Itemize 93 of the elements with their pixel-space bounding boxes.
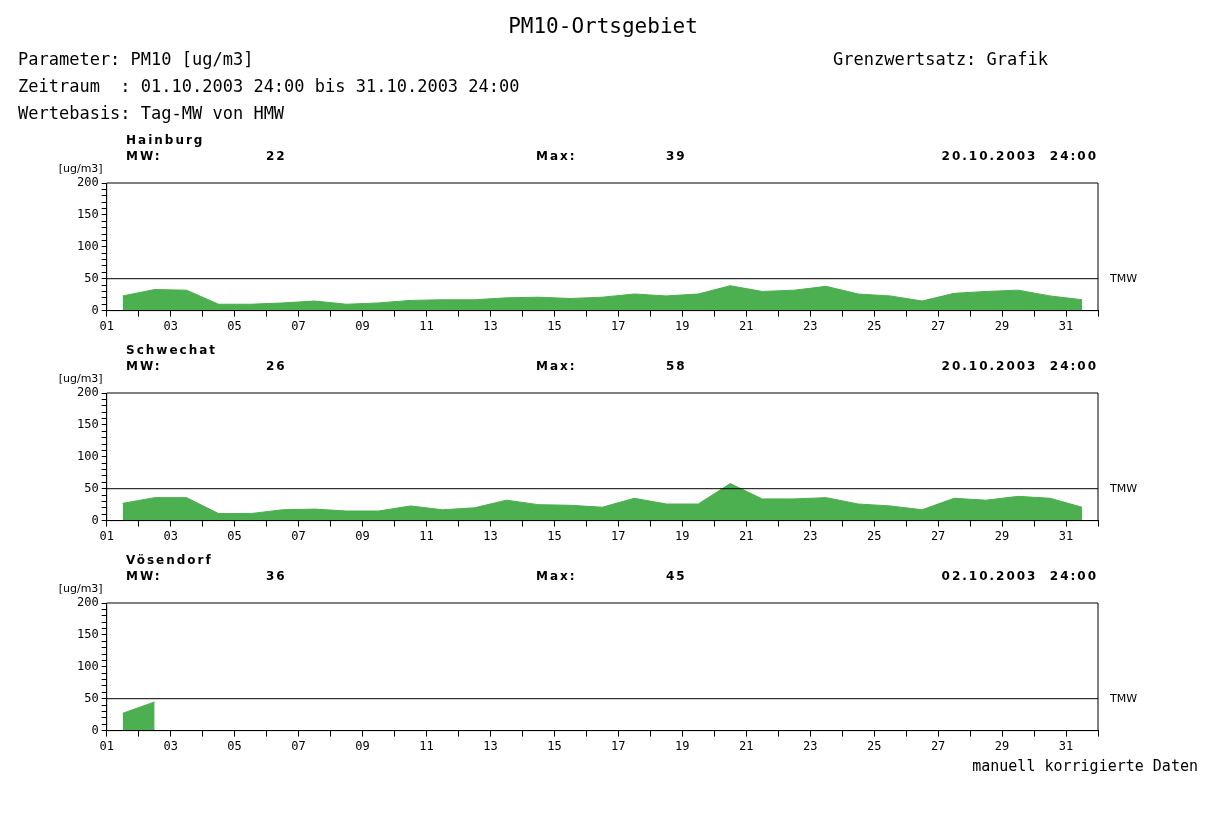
x-tick-label: 13	[483, 528, 498, 543]
x-tick-label: 27	[930, 528, 946, 543]
x-tick-label: 23	[802, 318, 818, 333]
x-tick-label: 31	[1058, 738, 1074, 753]
y-tick-label: 200	[76, 385, 99, 400]
x-tick-label: 17	[611, 738, 626, 753]
text: manuell korrigierte Daten	[971, 757, 1198, 775]
y-tick-label: 0	[91, 302, 99, 317]
x-tick-label: 03	[163, 318, 178, 333]
x-tick-label: 17	[611, 528, 626, 543]
x-tick-label: 17	[611, 318, 626, 333]
y-axis-title: [ug/m3]	[58, 582, 103, 596]
x-tick-label: 03	[163, 738, 178, 753]
y-tick-label: 150	[76, 627, 99, 642]
x-tick-label: 23	[802, 528, 818, 543]
text: 26	[266, 359, 287, 373]
text: 22	[266, 149, 287, 163]
text: Wertebasis: Tag-MW von HMW	[18, 102, 286, 125]
y-tick-label: 0	[91, 722, 99, 737]
x-tick-label: 05	[227, 738, 242, 753]
x-tick-label: 29	[994, 528, 1010, 543]
y-tick-label: 150	[76, 207, 99, 222]
chart-title: Vösendorf	[126, 553, 213, 567]
x-tick-label: 11	[419, 738, 434, 753]
text: Max:	[536, 149, 577, 163]
x-tick-label: 19	[675, 318, 690, 333]
x-tick-label: 23	[802, 738, 818, 753]
y-tick-label: 50	[84, 270, 99, 285]
x-tick-label: 11	[419, 528, 434, 543]
y-axis-title: [ug/m3]	[58, 162, 103, 176]
x-tick-label: 01	[99, 318, 114, 333]
x-tick-label: 31	[1058, 318, 1074, 333]
text: MW:	[126, 569, 162, 583]
x-tick-label: 13	[483, 738, 498, 753]
x-tick-label: 09	[355, 528, 370, 543]
text: PM10-Ortsgebiet	[507, 13, 699, 40]
x-tick-label: 07	[291, 528, 306, 543]
ref-line-label: TMW	[1109, 481, 1138, 495]
y-tick-label: 50	[84, 480, 99, 495]
chart-title: Schwechat	[126, 343, 218, 357]
text: 58	[666, 359, 687, 373]
x-tick-label: 01	[99, 738, 114, 753]
text: Zeitraum : 01.10.2003 24:00 bis 31.10.2003 24:00	[18, 75, 520, 98]
text: MW:	[126, 359, 162, 373]
text: 20.10.2003 24:00	[941, 149, 1098, 163]
y-tick-label: 0	[91, 512, 99, 527]
x-tick-label: 15	[547, 318, 562, 333]
y-axis-title: [ug/m3]	[58, 372, 103, 386]
x-tick-label: 11	[419, 318, 434, 333]
x-tick-label: 25	[866, 738, 882, 753]
x-tick-label: 01	[99, 528, 114, 543]
y-tick-label: 100	[76, 658, 99, 673]
x-tick-label: 09	[355, 738, 370, 753]
text: 02.10.2003 24:00	[941, 569, 1098, 583]
text: MW:	[126, 149, 162, 163]
x-tick-label: 29	[994, 738, 1010, 753]
text: Max:	[536, 359, 577, 373]
y-tick-label: 200	[76, 595, 99, 610]
x-tick-label: 29	[994, 318, 1010, 333]
ref-line-label: TMW	[1109, 691, 1138, 705]
text: 39	[666, 149, 687, 163]
chart-title: Hainburg	[126, 133, 205, 147]
x-tick-label: 15	[547, 528, 562, 543]
y-tick-label: 100	[76, 448, 99, 463]
x-tick-label: 09	[355, 318, 370, 333]
x-tick-label: 15	[547, 738, 562, 753]
text: Grenzwertsatz: Grafik	[833, 48, 1048, 71]
text: 20.10.2003 24:00	[941, 359, 1098, 373]
text: 36	[266, 569, 287, 583]
x-tick-label: 03	[163, 528, 178, 543]
x-tick-label: 19	[675, 738, 690, 753]
x-tick-label: 25	[866, 528, 882, 543]
x-tick-label: 05	[227, 318, 242, 333]
text: 45	[666, 569, 687, 583]
y-tick-label: 150	[76, 417, 99, 432]
x-tick-label: 31	[1058, 528, 1074, 543]
x-tick-label: 05	[227, 528, 242, 543]
x-tick-label: 27	[930, 318, 946, 333]
x-tick-label: 21	[739, 738, 754, 753]
y-tick-label: 50	[84, 690, 99, 705]
x-tick-label: 25	[866, 318, 882, 333]
x-tick-label: 19	[675, 528, 690, 543]
x-tick-label: 27	[930, 738, 946, 753]
x-tick-label: 21	[739, 318, 754, 333]
x-tick-label: 13	[483, 318, 498, 333]
y-tick-label: 100	[76, 238, 99, 253]
x-tick-label: 21	[739, 528, 754, 543]
x-tick-label: 07	[291, 738, 306, 753]
text: Max:	[536, 569, 577, 583]
x-tick-label: 07	[291, 318, 306, 333]
text: Parameter: PM10 [ug/m3]	[18, 48, 255, 71]
y-tick-label: 200	[76, 175, 99, 190]
ref-line-label: TMW	[1109, 271, 1138, 285]
